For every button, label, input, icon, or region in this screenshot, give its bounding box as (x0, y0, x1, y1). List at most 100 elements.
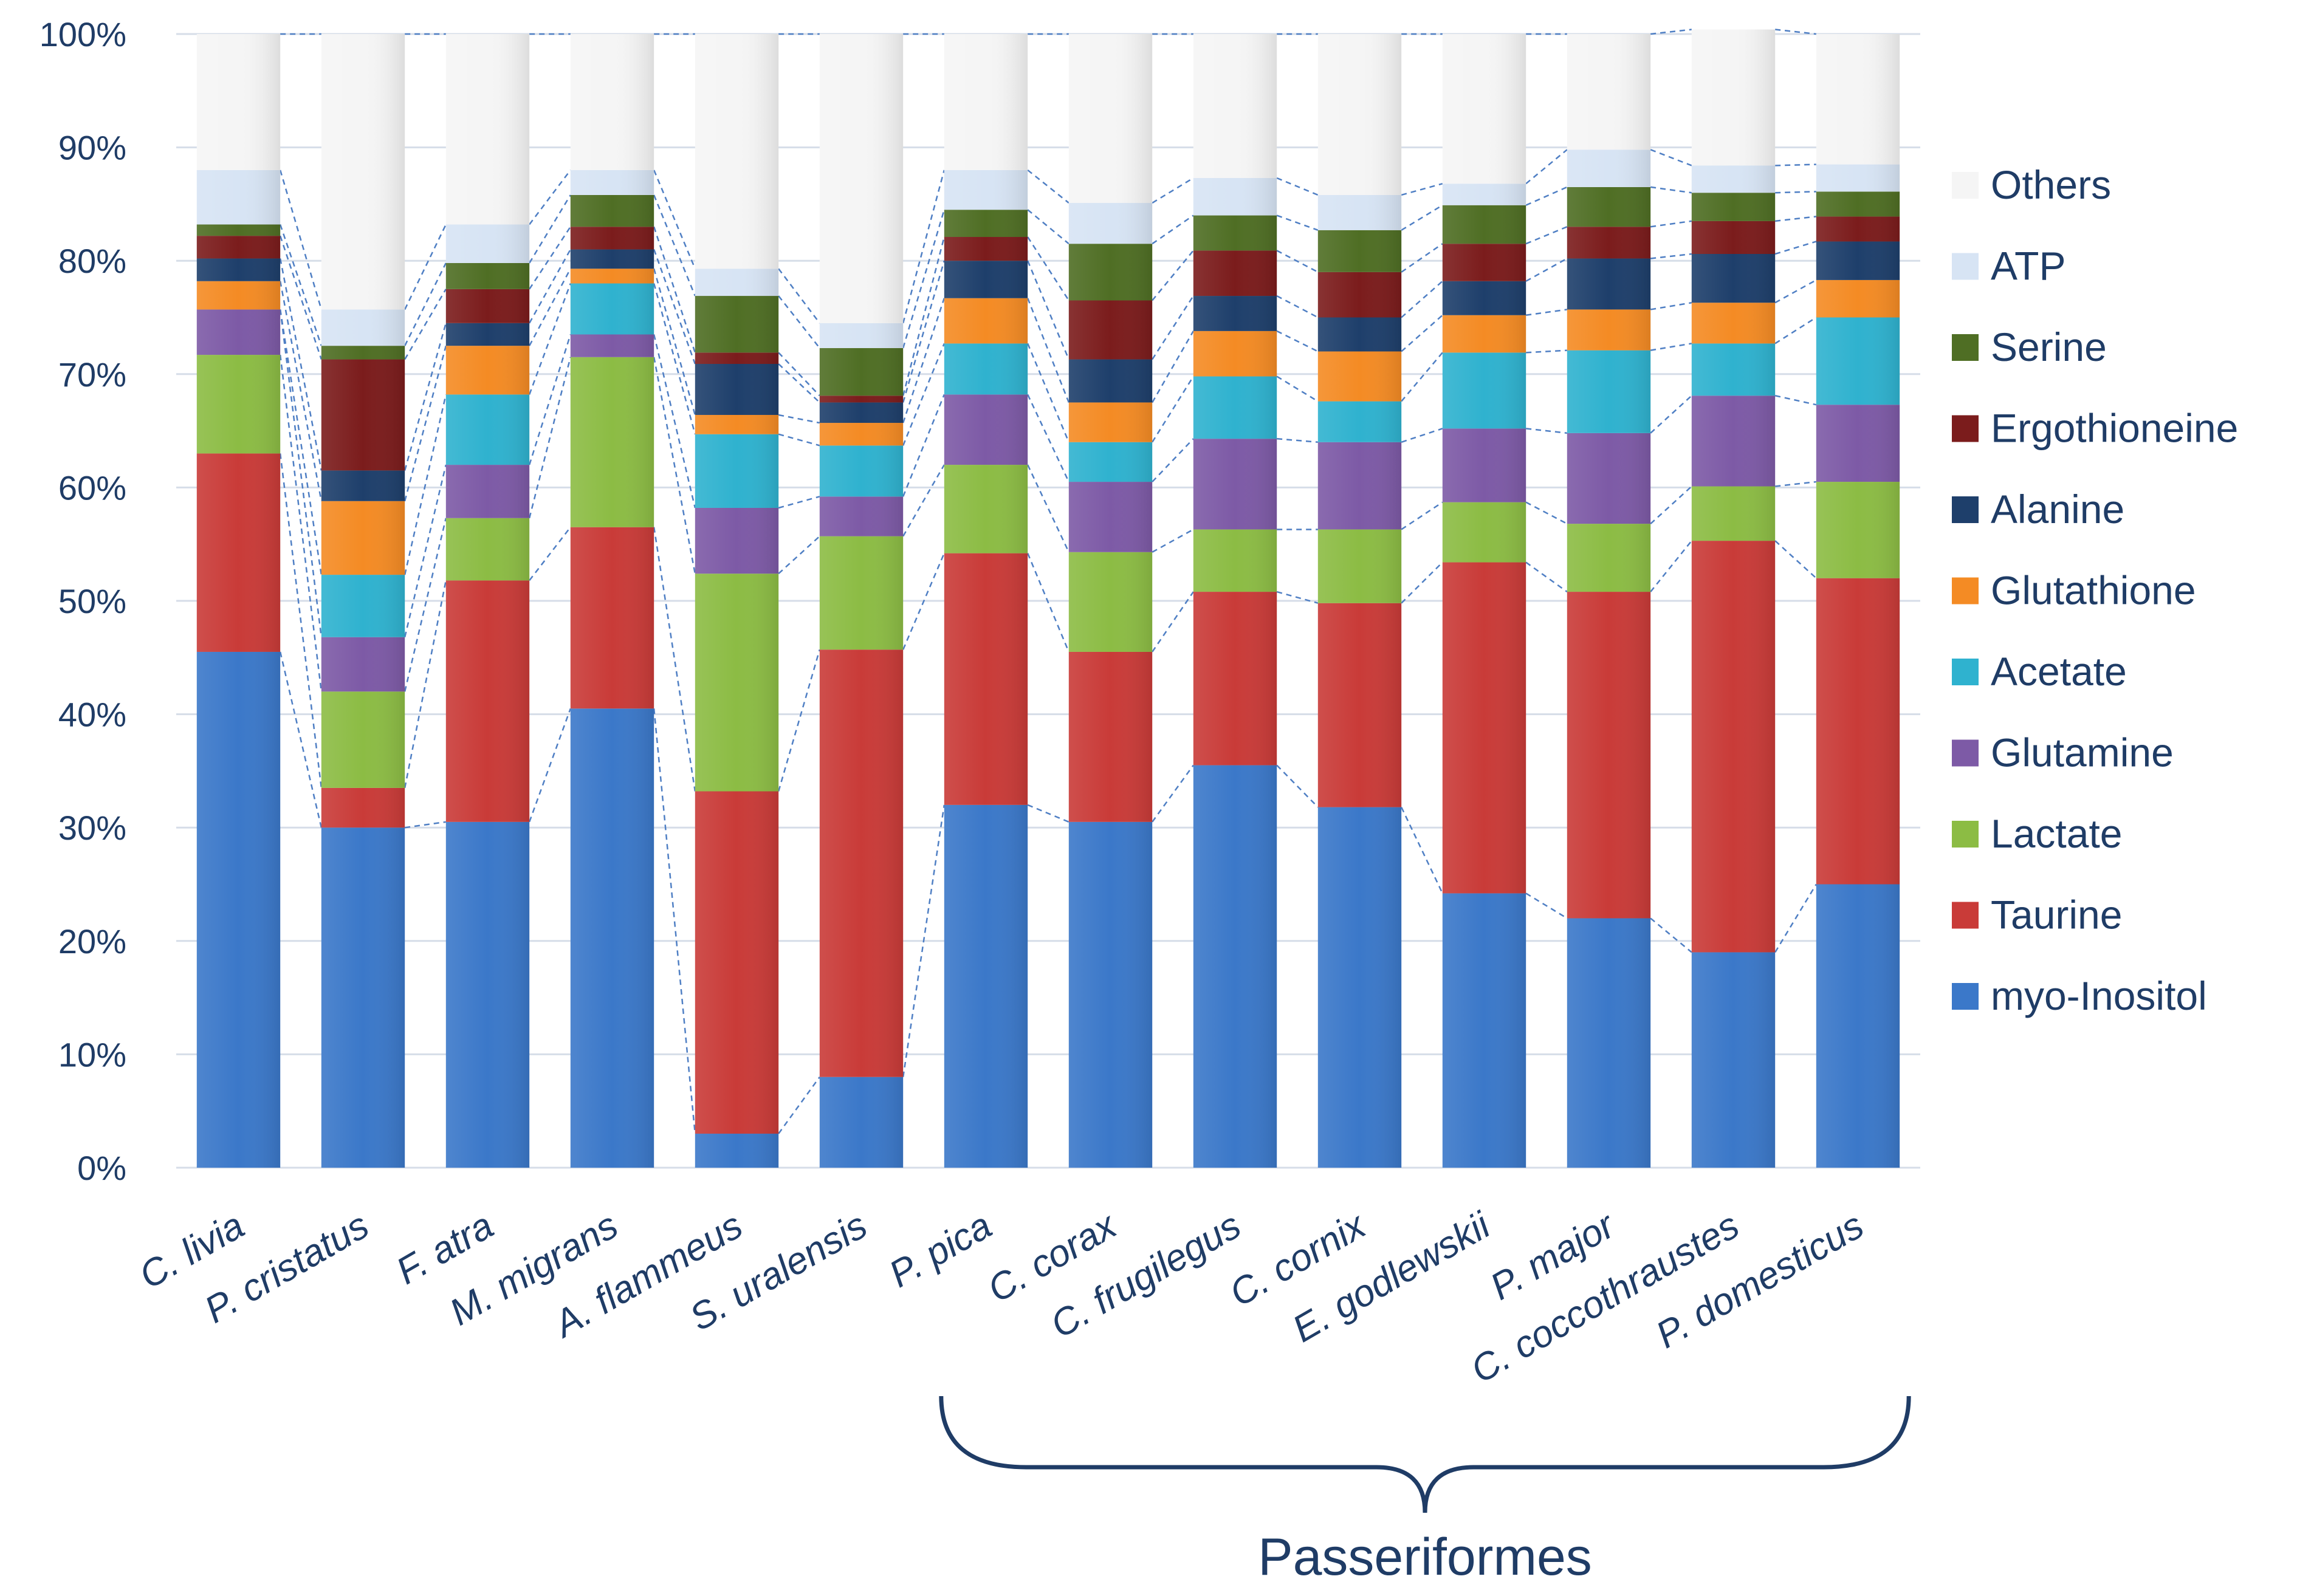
bar-shading (1068, 203, 1153, 244)
connector-line (1152, 529, 1194, 553)
bar-shading (819, 396, 904, 403)
bar-shading (1567, 258, 1651, 310)
bar-shading (445, 224, 530, 263)
bar-shading (695, 34, 779, 269)
connector-line (778, 363, 820, 403)
bar-shading (819, 496, 904, 536)
connector-line (403, 345, 447, 502)
connector-line (1525, 186, 1568, 206)
bar-shading (1317, 603, 1402, 807)
bar-shading (695, 364, 779, 415)
connector-line (778, 496, 820, 509)
bar-shading (570, 249, 654, 269)
y-tick-label: 20% (58, 922, 126, 961)
connector-line (1276, 591, 1319, 604)
connector-line (1526, 349, 1567, 354)
bar-shading (1068, 244, 1153, 301)
legend: Others ATP Serine Ergothioneine Alanine Gluta… (1952, 162, 2238, 1018)
bar-shading (944, 465, 1028, 553)
bar-shading (1068, 402, 1153, 442)
bar-shading (1193, 592, 1277, 765)
bar-shading (1442, 183, 1526, 205)
connector-line (529, 170, 571, 225)
connector-line (778, 414, 820, 424)
connector-line (653, 170, 696, 269)
connector-line (1152, 764, 1194, 823)
bar-shading (1193, 331, 1277, 377)
connector-line (1650, 343, 1692, 351)
bar-shading (695, 1134, 779, 1168)
bar-shading (570, 283, 654, 335)
connector-line (405, 821, 446, 829)
bar-shading (1317, 194, 1402, 230)
connector-line (1650, 917, 1692, 953)
bar-shading (1816, 578, 1900, 885)
connector-line (279, 224, 323, 346)
connector-line (1401, 352, 1443, 402)
connector-line (1526, 309, 1567, 317)
legend-label: Taurine (1991, 892, 2122, 937)
bar-shading (819, 348, 904, 396)
bar-shading (1068, 300, 1153, 360)
bar-shading (321, 691, 405, 788)
connector-line (279, 309, 323, 637)
bar-shading (1816, 241, 1900, 280)
connector-line (279, 309, 323, 575)
bar-shading (819, 323, 904, 348)
bar-shading (1068, 359, 1153, 403)
connector-line (403, 464, 447, 638)
bar-shading (1193, 34, 1277, 178)
legend-swatch (1952, 659, 1979, 685)
connector-line (1027, 236, 1070, 301)
connector-line (1401, 243, 1443, 273)
connector-line (902, 804, 946, 1077)
connector-line (1775, 191, 1816, 194)
bar-shading (1567, 350, 1651, 433)
legend-swatch (1952, 983, 1979, 1010)
legend-swatch (1952, 172, 1979, 199)
connector-line (1276, 764, 1319, 808)
bars (196, 29, 1900, 1168)
connector-line (1774, 317, 1817, 344)
bar-shading (1442, 244, 1526, 281)
bar-shading (695, 352, 779, 365)
connector-line (1152, 375, 1194, 443)
bar-shading (445, 262, 530, 289)
bar-shading (321, 346, 405, 360)
bar-shading (695, 414, 779, 434)
connector-line (403, 580, 447, 789)
y-tick-label: 90% (58, 129, 126, 167)
legend-label: Others (1991, 162, 2111, 207)
bar-shading (196, 224, 281, 236)
bar-shading (1442, 428, 1526, 502)
bar-shading (944, 553, 1028, 805)
bar-shading (1816, 191, 1900, 217)
connector-line (777, 649, 821, 792)
connector-line (279, 651, 323, 828)
bar-shading (944, 170, 1028, 210)
y-tick-label: 60% (58, 468, 126, 507)
bar-shading (1442, 34, 1526, 184)
connector-line (778, 535, 820, 575)
connector-line (1276, 295, 1319, 318)
bar-shading (1691, 343, 1776, 396)
bar-shading (1317, 230, 1402, 272)
bar-shading (1567, 309, 1651, 351)
legend-label: Lactate (1991, 811, 2123, 856)
bar-shading (1691, 541, 1776, 953)
bar-shading (944, 237, 1028, 261)
bar-shading (570, 269, 654, 284)
connector-line (902, 236, 946, 396)
connector-line (1027, 169, 1070, 204)
y-tick-label: 40% (58, 696, 126, 734)
bar-shading (1691, 486, 1776, 541)
legend-label: Acetate (1991, 649, 2127, 694)
bar-shading (1068, 442, 1153, 482)
legend-label: Glutamine (1991, 730, 2174, 775)
legend-swatch (1952, 415, 1979, 442)
bar-shading (321, 787, 405, 828)
bar-shading (196, 355, 281, 454)
bar-shading (1691, 303, 1776, 344)
legend-swatch (1952, 577, 1979, 604)
connector-line (653, 708, 696, 1134)
